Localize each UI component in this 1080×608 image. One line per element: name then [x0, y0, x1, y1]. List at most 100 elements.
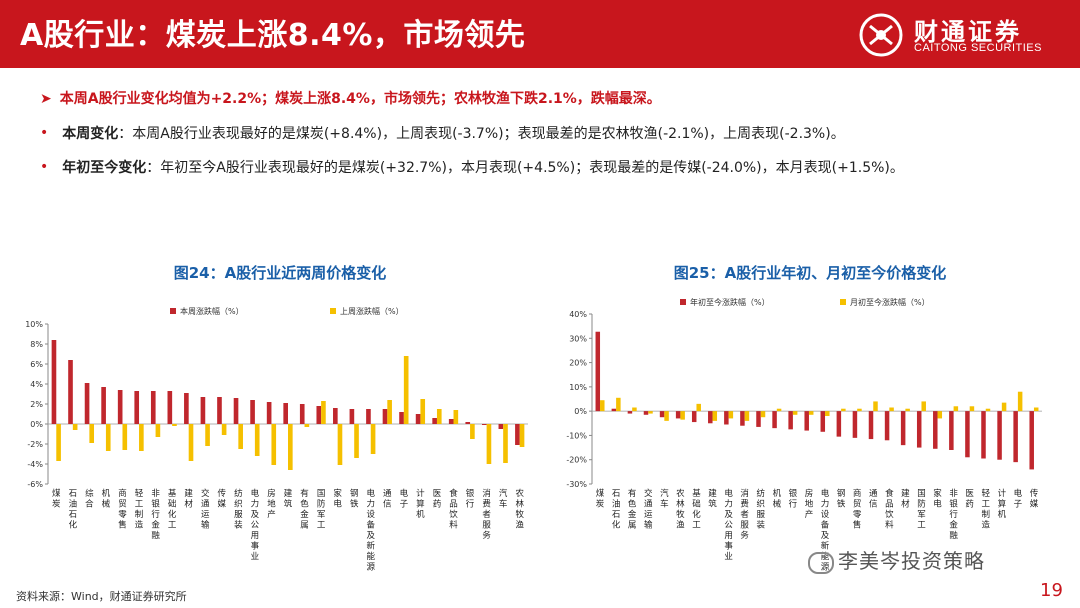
x-tick-char: 电	[933, 499, 942, 510]
weekly-label: 本周变化	[62, 126, 119, 142]
x-tick-char: 费	[482, 499, 491, 510]
x-tick-char: 国	[317, 489, 326, 499]
x-tick-char: 交	[201, 488, 210, 499]
x-tick-char: 制	[981, 509, 990, 520]
bar	[233, 398, 239, 424]
x-tick-char: 者	[482, 510, 491, 520]
bar	[498, 424, 504, 429]
x-tick-label: 商贸零售	[118, 488, 127, 531]
x-tick-char: 渔	[676, 520, 685, 531]
bar	[139, 424, 144, 451]
x-tick-char: 织	[234, 499, 243, 510]
x-tick-label: 交通运输	[201, 488, 210, 531]
x-tick-char: 者	[740, 510, 749, 520]
bar	[1013, 411, 1018, 463]
x-tick-label: 建筑	[284, 488, 293, 510]
x-tick-char: 油	[69, 499, 78, 510]
x-tick-char: 渔	[515, 520, 524, 531]
bar	[949, 411, 954, 450]
x-tick-char: 通	[644, 499, 653, 510]
x-tick-char: 电	[333, 499, 342, 510]
bar	[448, 419, 454, 424]
legend-swatch	[330, 308, 336, 314]
bar	[921, 401, 926, 412]
x-tick-label: 电力及公用事业	[251, 488, 260, 562]
x-tick-char: 机	[102, 488, 111, 499]
y-tick-label: -4%	[27, 460, 43, 469]
bar	[937, 411, 943, 419]
bar	[857, 408, 862, 412]
bar	[965, 411, 970, 458]
x-tick-char: 炭	[596, 500, 605, 510]
x-tick-label: 电力设备及新能源	[367, 488, 376, 573]
bar	[1017, 391, 1023, 412]
x-tick-char: 饮	[885, 509, 894, 520]
x-tick-char: 力	[251, 499, 260, 510]
ytd-bullet: • 年初至今变化 ：年初至今A股行业表现最好的是煤炭(+32.7%)，本月表现(…	[40, 150, 1060, 184]
x-tick-label: 有色金属	[300, 488, 309, 531]
bar	[873, 401, 878, 412]
x-tick-char: 装	[234, 520, 243, 531]
x-tick-char: 输	[644, 520, 653, 531]
x-tick-char: 通	[383, 488, 392, 499]
x-tick-char: 费	[740, 499, 749, 510]
x-tick-char: 服	[234, 510, 243, 520]
x-tick-label: 食品饮料	[449, 488, 458, 531]
brand-logo: 财通证券 CAITONG SECURITIES	[858, 10, 1068, 60]
x-tick-char: 家	[333, 488, 342, 499]
x-tick-label: 综合	[85, 488, 94, 510]
weekly-text: ：本周A股行业表现最好的是煤炭(+8.4%)，上周表现(-3.7%)；表现最差的…	[118, 126, 845, 142]
x-tick-label: 非银行金融	[949, 488, 958, 541]
x-tick-char: 金	[628, 509, 637, 520]
x-tick-char: 工	[692, 521, 701, 531]
x-tick-char: 零	[853, 510, 862, 520]
x-tick-char: 织	[756, 499, 765, 510]
bar	[122, 424, 128, 450]
x-tick-label: 食品饮料	[885, 488, 894, 531]
x-tick-char: 料	[885, 520, 894, 531]
x-tick-char: 业	[251, 551, 260, 562]
brand-name-cn: 财通证券	[914, 18, 1022, 46]
x-tick-char: 商	[118, 488, 127, 499]
x-tick-label: 电力及公用事业	[724, 488, 733, 562]
x-tick-char: 电	[1014, 488, 1023, 499]
bar	[51, 340, 57, 424]
x-tick-char: 属	[628, 521, 637, 531]
x-tick-char: 食	[449, 488, 458, 499]
x-tick-label: 钢铁	[837, 488, 846, 510]
x-tick-char: 林	[676, 499, 685, 510]
bar	[266, 402, 272, 424]
x-tick-char: 媒	[218, 500, 227, 510]
x-tick-label: 煤炭	[596, 488, 605, 510]
x-tick-label: 农林牧渔	[515, 488, 524, 531]
bar	[772, 411, 777, 429]
x-tick-char: 基	[168, 488, 177, 499]
x-tick-char: 地	[805, 499, 814, 510]
x-tick-char: 行	[949, 509, 958, 520]
bar	[337, 424, 343, 465]
y-tick-label: 4%	[30, 380, 43, 389]
bar	[836, 411, 842, 437]
source-note: 资料来源：Wind，财通证券研究所	[16, 590, 187, 603]
bar	[825, 411, 830, 416]
x-tick-label: 纺织服装	[234, 488, 243, 531]
x-tick-char: 机	[416, 509, 425, 520]
x-tick-char: 及	[821, 531, 830, 541]
x-tick-char: 轻	[981, 488, 990, 499]
x-tick-char: 通	[201, 499, 210, 510]
bar	[868, 411, 874, 440]
bar	[680, 411, 685, 420]
y-tick-label: 30%	[569, 334, 587, 343]
bar	[852, 411, 858, 438]
bar	[56, 424, 61, 461]
y-tick-label: -2%	[27, 440, 43, 449]
bar	[953, 406, 959, 412]
x-tick-char: 铁	[350, 499, 359, 510]
x-tick-char: 化	[168, 509, 177, 520]
bar	[134, 391, 140, 424]
x-tick-char: 炭	[52, 500, 61, 510]
x-tick-label: 建材	[184, 488, 193, 510]
x-tick-label: 汽车	[499, 488, 508, 510]
bar	[155, 424, 161, 437]
bar	[415, 414, 421, 424]
